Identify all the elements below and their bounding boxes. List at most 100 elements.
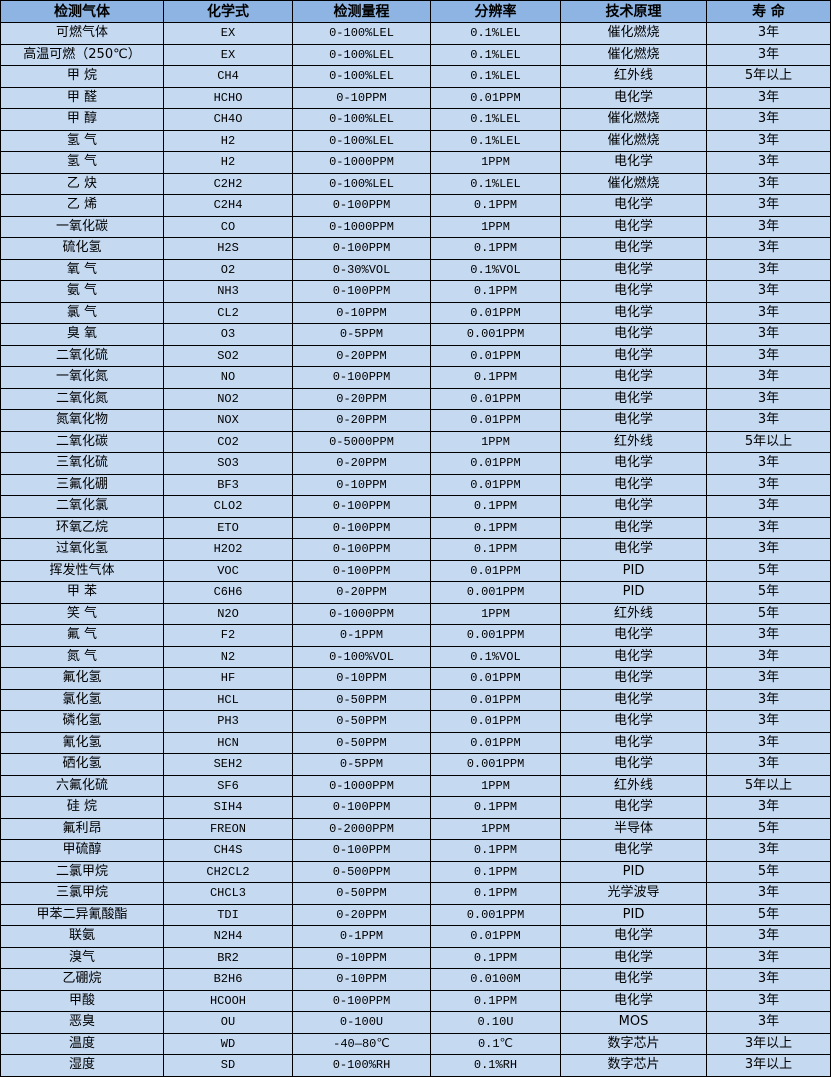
cell-principle: 催化燃烧 (560, 22, 707, 45)
cell-range: 0-10PPM (292, 946, 431, 969)
cell-principle: PID (560, 903, 707, 926)
cell-lifespan: 3年 (706, 516, 831, 539)
cell-formula: SD (163, 1054, 293, 1077)
cell-range: 0-100%LEL (292, 172, 431, 195)
cell-lifespan: 5年以上 (706, 774, 831, 797)
cell-lifespan: 3年 (706, 194, 831, 217)
cell-range: 0-20PPM (292, 344, 431, 367)
cell-gas: 湿度 (0, 1054, 164, 1077)
cell-lifespan: 3年 (706, 344, 831, 367)
cell-principle: PID (560, 860, 707, 883)
table-row: 挥发性气体 VOC 0-100PPM 0.01PPM PID 5年 (0, 559, 831, 582)
cell-gas: 联氨 (0, 925, 164, 948)
cell-resolution: 0.1PPM (430, 538, 561, 561)
cell-principle: 光学波导 (560, 882, 707, 905)
cell-principle: 电化学 (560, 258, 707, 281)
header-formula: 化学式 (163, 0, 293, 23)
table-row: 二氧化氮 NO2 0-20PPM 0.01PPM 电化学 3年 (0, 387, 831, 410)
cell-lifespan: 3年 (706, 323, 831, 346)
table-row: 乙 烯 C2H4 0-100PPM 0.1PPM 电化学 3年 (0, 194, 831, 217)
cell-gas: 甲 烷 (0, 65, 164, 88)
cell-lifespan: 3年 (706, 989, 831, 1012)
cell-principle: 电化学 (560, 645, 707, 668)
cell-gas: 六氟化硫 (0, 774, 164, 797)
cell-range: -40—80℃ (292, 1032, 431, 1055)
cell-gas: 氰化氢 (0, 731, 164, 754)
cell-formula: SO2 (163, 344, 293, 367)
cell-formula: O2 (163, 258, 293, 281)
cell-formula: SIH4 (163, 796, 293, 819)
cell-principle: 电化学 (560, 452, 707, 475)
cell-resolution: 0.1%LEL (430, 172, 561, 195)
table-row: 氧 气 O2 0-30%VOL 0.1%VOL 电化学 3年 (0, 258, 831, 281)
cell-range: 0-20PPM (292, 581, 431, 604)
cell-principle: 催化燃烧 (560, 108, 707, 131)
cell-gas: 三氯甲烷 (0, 882, 164, 905)
cell-formula: CH4 (163, 65, 293, 88)
cell-lifespan: 3年 (706, 796, 831, 819)
table-row: 甲 苯 C6H6 0-20PPM 0.001PPM PID 5年 (0, 581, 831, 604)
cell-principle: 电化学 (560, 731, 707, 754)
cell-resolution: 0.01PPM (430, 925, 561, 948)
cell-principle: 红外线 (560, 774, 707, 797)
table-row: 六氟化硫 SF6 0-1000PPM 1PPM 红外线 5年以上 (0, 774, 831, 797)
cell-formula: NO (163, 366, 293, 389)
table-row: 二氧化碳 CO2 0-5000PPM 1PPM 红外线 5年以上 (0, 430, 831, 453)
header-principle: 技术原理 (560, 0, 707, 23)
cell-resolution: 0.01PPM (430, 731, 561, 754)
table-row: 湿度 SD 0-100%RH 0.1%RH 数字芯片 3年以上 (0, 1054, 831, 1077)
cell-lifespan: 3年 (706, 452, 831, 475)
cell-range: 0-100%VOL (292, 645, 431, 668)
cell-gas: 乙硼烷 (0, 968, 164, 991)
cell-range: 0-1000PPM (292, 215, 431, 238)
cell-lifespan: 5年以上 (706, 65, 831, 88)
cell-resolution: 0.0100M (430, 968, 561, 991)
cell-gas: 氯化氢 (0, 688, 164, 711)
cell-range: 0-100%LEL (292, 43, 431, 66)
cell-range: 0-500PPM (292, 860, 431, 883)
cell-formula: BR2 (163, 946, 293, 969)
cell-gas: 甲苯二异氰酸酯 (0, 903, 164, 926)
cell-formula: HF (163, 667, 293, 690)
table-row: 一氧化氮 NO 0-100PPM 0.1PPM 电化学 3年 (0, 366, 831, 389)
cell-resolution: 0.01PPM (430, 387, 561, 410)
cell-resolution: 0.001PPM (430, 581, 561, 604)
cell-gas: 挥发性气体 (0, 559, 164, 582)
table-row: 联氨 N2H4 0-1PPM 0.01PPM 电化学 3年 (0, 925, 831, 948)
cell-resolution: 1PPM (430, 215, 561, 238)
cell-formula: SEH2 (163, 753, 293, 776)
cell-gas: 恶臭 (0, 1011, 164, 1034)
table-row: 乙硼烷 B2H6 0-10PPM 0.0100M 电化学 3年 (0, 968, 831, 991)
cell-resolution: 0.1PPM (430, 882, 561, 905)
cell-formula: N2 (163, 645, 293, 668)
cell-lifespan: 3年 (706, 946, 831, 969)
cell-gas: 笑 气 (0, 602, 164, 625)
table-header-row: 检测气体 化学式 检测量程 分辨率 技术原理寿 命 (0, 0, 831, 23)
cell-lifespan: 3年 (706, 86, 831, 109)
cell-formula: NO2 (163, 387, 293, 410)
cell-lifespan: 3年 (706, 387, 831, 410)
cell-formula: H2S (163, 237, 293, 260)
cell-principle: 电化学 (560, 473, 707, 496)
table-row: 臭 氧 O3 0-5PPM 0.001PPM 电化学 3年 (0, 323, 831, 346)
cell-principle: 电化学 (560, 688, 707, 711)
cell-gas: 甲 苯 (0, 581, 164, 604)
cell-lifespan: 3年 (706, 710, 831, 733)
cell-formula: WD (163, 1032, 293, 1055)
cell-lifespan: 3年 (706, 108, 831, 131)
cell-formula: TDI (163, 903, 293, 926)
cell-principle: 电化学 (560, 301, 707, 324)
cell-gas: 甲 醇 (0, 108, 164, 131)
cell-resolution: 0.001PPM (430, 753, 561, 776)
cell-principle: 电化学 (560, 624, 707, 647)
table-row: 硅 烷 SIH4 0-100PPM 0.1PPM 电化学 3年 (0, 796, 831, 819)
cell-range: 0-100%LEL (292, 129, 431, 152)
cell-gas: 过氧化氢 (0, 538, 164, 561)
cell-principle: 电化学 (560, 946, 707, 969)
cell-formula: SO3 (163, 452, 293, 475)
cell-principle: 红外线 (560, 65, 707, 88)
table-row: 二氧化硫 SO2 0-20PPM 0.01PPM 电化学 3年 (0, 344, 831, 367)
cell-lifespan: 3年 (706, 129, 831, 152)
table-row: 甲硫醇 CH4S 0-100PPM 0.1PPM 电化学 3年 (0, 839, 831, 862)
cell-gas: 三氟化硼 (0, 473, 164, 496)
